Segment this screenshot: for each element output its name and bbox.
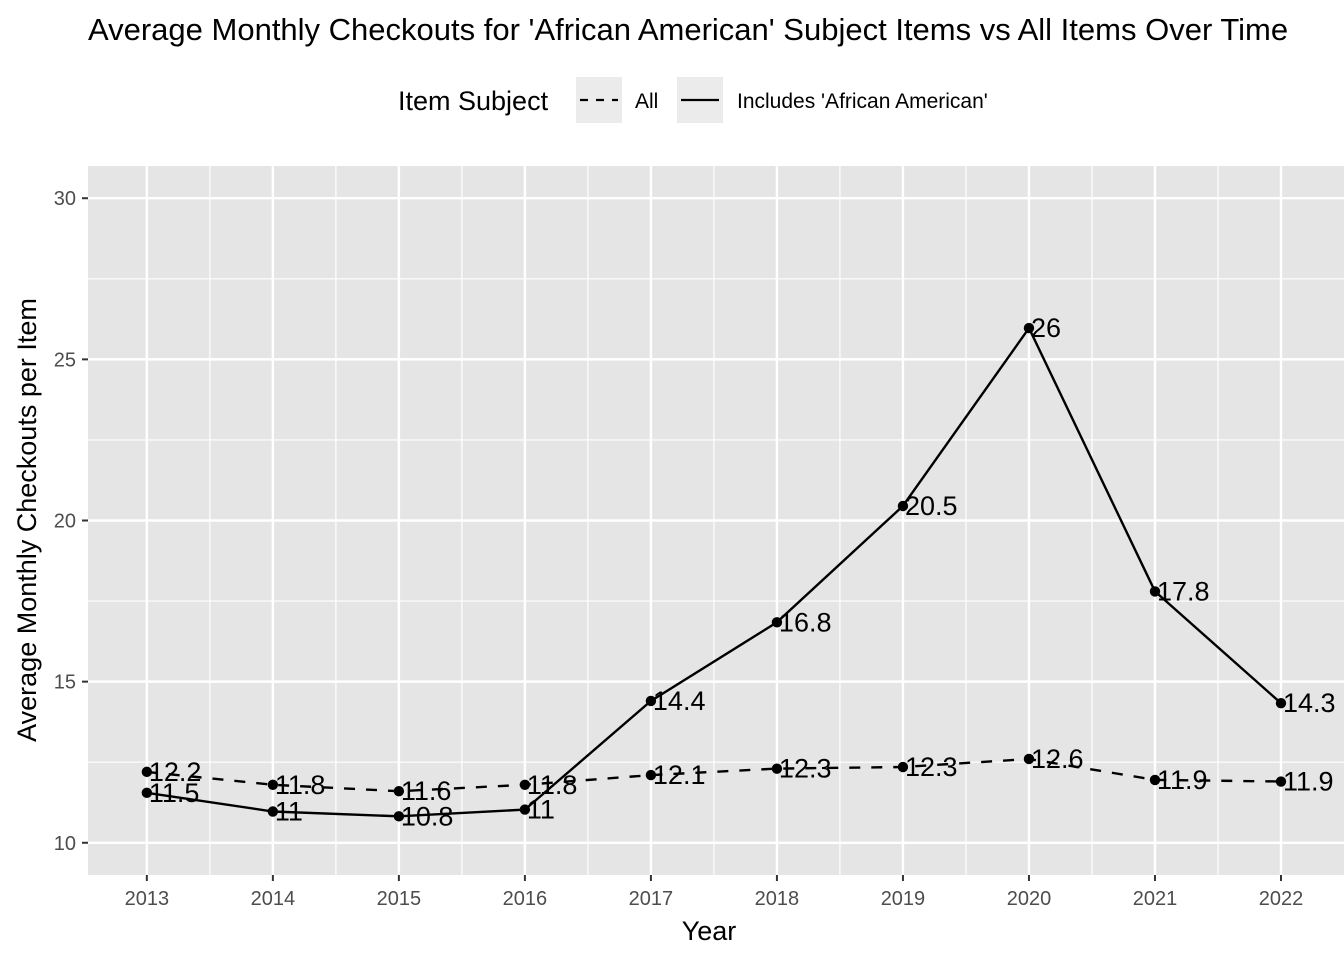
data-point xyxy=(897,500,909,512)
data-point xyxy=(519,804,531,815)
y-tick-label: 15 xyxy=(54,672,76,694)
data-label: 16.8 xyxy=(779,607,832,637)
legend: Item Subject All Includes 'African Ameri… xyxy=(398,77,988,123)
data-point xyxy=(267,779,279,790)
data-label: 11.6 xyxy=(401,776,452,806)
data-point xyxy=(1023,322,1035,334)
data-label: 12.1 xyxy=(653,760,706,790)
x-tick-label: 2016 xyxy=(503,888,548,910)
data-point xyxy=(1149,586,1161,597)
data-point xyxy=(771,617,783,628)
data-label: 17.8 xyxy=(1157,576,1210,606)
data-label: 20.5 xyxy=(905,491,958,521)
data-label: 12.6 xyxy=(1031,744,1084,774)
grid xyxy=(88,166,1344,875)
data-point xyxy=(897,761,909,773)
legend-label-all: All xyxy=(635,90,658,113)
data-label: 14.4 xyxy=(653,686,706,716)
data-labels: 12.2 11.8 11.6 11.8 12.1 12.3 12.3 12.6 11.9 11.9… xyxy=(149,313,1336,831)
series xyxy=(141,322,1287,822)
x-tick-label: 2013 xyxy=(125,888,170,910)
data-label: 11.8 xyxy=(527,770,578,800)
series-line-0 xyxy=(146,757,1282,793)
x-tick-label: 2020 xyxy=(1007,888,1052,910)
data-point xyxy=(1023,753,1035,765)
x-tick-label: 2015 xyxy=(377,888,422,910)
legend-title: Item Subject xyxy=(398,86,549,116)
x-tick-label: 2021 xyxy=(1133,888,1178,910)
data-point xyxy=(519,779,531,790)
data-point xyxy=(771,763,783,774)
data-point xyxy=(393,811,405,822)
legend-label-aa: Includes 'African American' xyxy=(737,90,988,113)
x-tick-label: 2018 xyxy=(755,888,800,910)
data-label: 12.2 xyxy=(149,757,202,787)
data-label: 26 xyxy=(1031,313,1061,343)
data-point xyxy=(645,695,657,707)
data-label: 10.8 xyxy=(401,801,454,831)
chart-title: Average Monthly Checkouts for 'African A… xyxy=(88,12,1288,47)
y-tick-label: 25 xyxy=(54,349,76,371)
data-label: 11.5 xyxy=(149,778,200,808)
data-point xyxy=(1275,776,1287,787)
y-tick-label: 20 xyxy=(54,511,76,533)
data-label: 14.3 xyxy=(1283,688,1336,718)
data-point xyxy=(141,787,153,799)
x-axis-title: Year xyxy=(682,916,737,946)
y-tick-label: 10 xyxy=(54,833,76,855)
data-point xyxy=(141,766,153,778)
data-label: 11.9 xyxy=(1283,767,1334,797)
data-label: 12.3 xyxy=(905,752,958,782)
x-tick-label: 2017 xyxy=(629,888,674,910)
y-axis-title: Average Monthly Checkouts per Item xyxy=(12,298,42,742)
data-label: 12.3 xyxy=(779,754,832,784)
x-tick-label: 2014 xyxy=(251,888,296,910)
data-label: 11 xyxy=(527,795,555,825)
x-tick-label: 2019 xyxy=(881,888,926,910)
data-label: 11.9 xyxy=(1157,765,1208,795)
data-point xyxy=(1275,698,1287,709)
data-point xyxy=(645,769,657,781)
axes: 10 15 20 25 30 2013 2014 2015 2016 2017 2018 2019 20… xyxy=(54,188,1303,910)
x-tick-label: 2022 xyxy=(1259,888,1304,910)
data-point xyxy=(393,786,405,797)
data-point xyxy=(1149,774,1161,786)
series-line-1 xyxy=(146,325,1282,818)
y-tick-label: 30 xyxy=(54,188,76,210)
data-point xyxy=(267,806,279,817)
data-label: 11 xyxy=(275,797,303,827)
data-label: 11.8 xyxy=(275,770,326,800)
